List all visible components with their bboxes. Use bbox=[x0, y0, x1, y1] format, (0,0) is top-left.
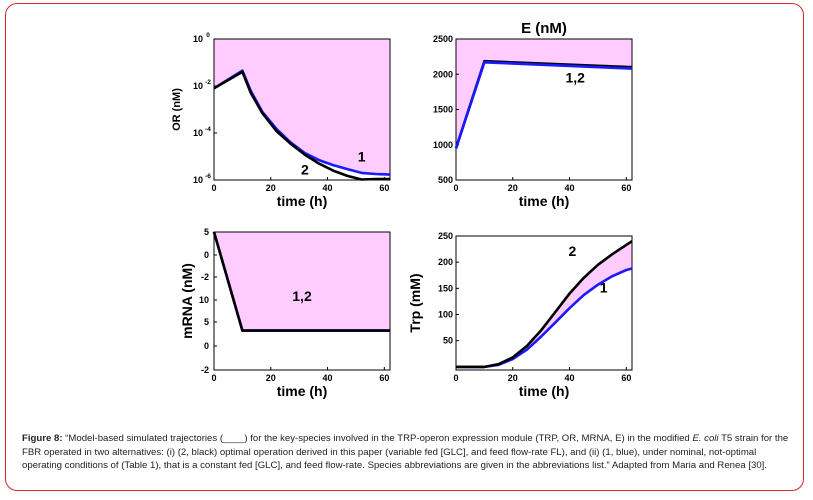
x-axis-label-trp: time (h) bbox=[519, 383, 570, 399]
x-tick-label-e: 60 bbox=[621, 183, 631, 193]
x-tick-label-e: 20 bbox=[508, 183, 518, 193]
caption-organism: E. coli bbox=[692, 433, 719, 444]
y-tick-label-trp: 150 bbox=[438, 283, 453, 293]
annotation-e: 1,2 bbox=[565, 70, 585, 86]
x-tick-label-or: 40 bbox=[323, 183, 333, 193]
series-2-line-e bbox=[454, 59, 633, 149]
x-tick-label-e: 0 bbox=[453, 183, 458, 193]
y-tick-label-e: 1500 bbox=[433, 105, 453, 115]
y-tick-label-or: 10 bbox=[193, 175, 203, 185]
x-tick-label-or: 60 bbox=[379, 183, 389, 193]
y-tick-label-or: 10 bbox=[193, 81, 203, 91]
y-tick-label-trp: 50 bbox=[443, 336, 453, 346]
shaded-region-e bbox=[456, 39, 632, 149]
x-tick-label-mrna: 0 bbox=[211, 373, 216, 383]
chart-trp: 0 20 40 60 50 100 150 200 250 2 1 time (h) Trp (mM) bbox=[407, 231, 633, 399]
y-tick-label-mrna: 5 bbox=[204, 227, 209, 237]
x-tick-label-mrna: 40 bbox=[323, 373, 333, 383]
axes-box-trp bbox=[455, 235, 633, 371]
shaded-region-mrna bbox=[214, 232, 390, 331]
y-tick-label-mrna: -2 bbox=[201, 272, 209, 282]
y-tick-exponent-or: -6 bbox=[205, 173, 211, 180]
x-axis-label-e: time (h) bbox=[519, 193, 570, 209]
x-axis-label-mrna: time (h) bbox=[277, 383, 328, 399]
annotation-trp: 1 bbox=[600, 280, 608, 296]
chart-title-e: E (nM) bbox=[521, 20, 567, 37]
caption-text-2: T5 strain for the FBR operated in two al… bbox=[22, 433, 789, 472]
annotation-mrna: 1,2 bbox=[292, 288, 312, 304]
x-tick-label-trp: 60 bbox=[621, 373, 631, 383]
figure-caption: Figure 8: “Model-based simulated traject… bbox=[22, 432, 792, 473]
x-tick-label-or: 20 bbox=[266, 183, 276, 193]
figure-frame bbox=[5, 3, 804, 491]
shaded-region-or bbox=[214, 39, 390, 175]
y-tick-label-e: 1000 bbox=[433, 140, 453, 150]
x-tick-label-trp: 20 bbox=[508, 373, 518, 383]
series-2-line-trp bbox=[456, 240, 633, 369]
y-tick-label-mrna: -2 bbox=[201, 365, 209, 375]
series-1-line-e bbox=[454, 60, 633, 149]
y-axis-label-mrna: mRNA (nM) bbox=[179, 263, 195, 339]
y-tick-label-or: 10 bbox=[193, 128, 203, 138]
y-tick-exponent-or: -2 bbox=[205, 79, 211, 86]
y-axis-label-or: OR (nM) bbox=[171, 88, 183, 131]
axes-box-mrna bbox=[213, 231, 391, 371]
y-tick-exponent-or: -4 bbox=[205, 126, 211, 133]
y-tick-label-trp: 100 bbox=[438, 310, 453, 320]
y-tick-label-mrna: 10 bbox=[199, 295, 209, 305]
y-tick-label-e: 500 bbox=[438, 175, 453, 185]
y-tick-label-mrna: 0 bbox=[204, 250, 209, 260]
series-2-line-mrna bbox=[212, 231, 390, 332]
x-tick-label-e: 40 bbox=[565, 183, 575, 193]
y-tick-label-trp: 250 bbox=[438, 231, 453, 241]
x-tick-label-trp: 40 bbox=[565, 373, 575, 383]
y-tick-label-trp: 200 bbox=[438, 257, 453, 267]
x-tick-label-mrna: 20 bbox=[266, 373, 276, 383]
chart-e: 0 20 40 60 500 1000 1500 2000 2500 1,2 time (h) E (… bbox=[433, 20, 633, 209]
axes-box-or bbox=[213, 38, 391, 181]
annotation-or: 2 bbox=[301, 162, 309, 178]
annotation-or: 1 bbox=[358, 149, 366, 165]
y-tick-label-or: 10 bbox=[193, 34, 203, 44]
annotation-trp: 2 bbox=[568, 243, 576, 259]
y-tick-label-mrna: 0 bbox=[204, 341, 209, 351]
y-axis-label-trp: Trp (mM) bbox=[407, 273, 423, 332]
x-tick-label-trp: 0 bbox=[453, 373, 458, 383]
x-tick-label-mrna: 60 bbox=[379, 373, 389, 383]
x-axis-label-or: time (h) bbox=[277, 193, 328, 209]
y-tick-label-e: 2500 bbox=[433, 34, 453, 44]
x-tick-label-or: 0 bbox=[211, 183, 216, 193]
series-2-line-or bbox=[213, 70, 390, 181]
y-tick-label-e: 2000 bbox=[433, 69, 453, 79]
y-tick-label-mrna: 5 bbox=[204, 317, 209, 327]
caption-text-1: “Model-based simulated trajectories (___… bbox=[62, 433, 693, 444]
y-tick-exponent-or: 0 bbox=[206, 32, 210, 39]
caption-label: Figure 8: bbox=[22, 433, 63, 444]
